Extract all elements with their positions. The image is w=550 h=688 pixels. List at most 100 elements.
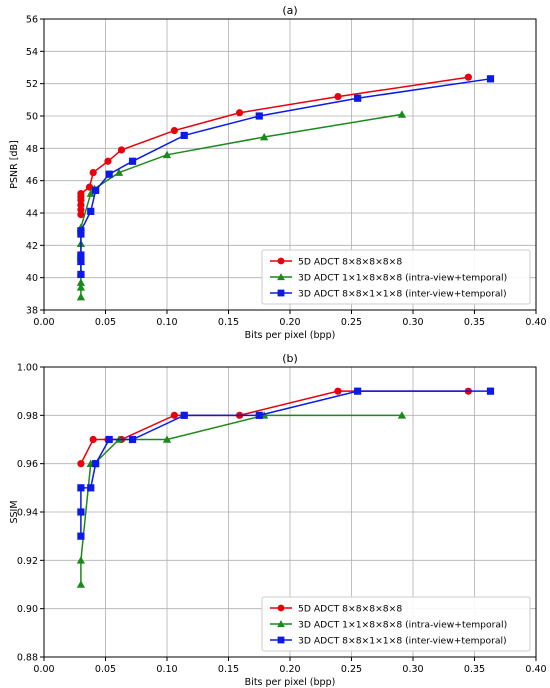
data-point-b-2-6 <box>128 435 137 444</box>
x-tick-label-a-8: 0.40 <box>525 317 546 328</box>
y-tick-label-b-5: 0.98 <box>17 411 38 422</box>
chart-title-a: (a) <box>282 4 297 17</box>
x-tick-label-b-2: 0.10 <box>156 664 177 675</box>
legend-marker-a-0 <box>277 257 285 265</box>
x-tick-label-a-4: 0.20 <box>279 317 300 328</box>
data-point-a-2-10 <box>180 131 188 139</box>
legend-marker-b-2 <box>277 636 285 644</box>
data-point-a-2-8 <box>105 170 113 178</box>
x-tick-label-b-0: 0.00 <box>33 664 54 675</box>
y-axis-label-a: PSNR [dB] <box>9 140 20 188</box>
data-point-a-2-6 <box>87 207 95 215</box>
series-line-b-0 <box>80 390 469 465</box>
x-axis-label-a: Bits per pixel (bpp) <box>245 330 336 341</box>
legend-marker-b-1 <box>277 620 285 628</box>
x-tick-label-b-4: 0.20 <box>279 664 300 675</box>
data-point-a-1-1 <box>76 283 86 291</box>
x-tick-label-b-7: 0.35 <box>464 664 485 675</box>
y-tick-label-a-1: 40 <box>26 273 38 284</box>
data-point-a-2-5 <box>77 227 85 235</box>
data-point-b-2-9 <box>354 387 362 395</box>
data-point-a-0-11 <box>235 109 244 117</box>
data-point-a-1-11 <box>260 132 269 141</box>
y-tick-label-b-0: 0.88 <box>17 653 38 664</box>
data-point-b-2-8 <box>255 411 263 419</box>
data-point-a-1-10 <box>162 150 172 159</box>
data-point-b-1-0 <box>76 580 86 588</box>
series-line-b-1 <box>80 414 402 585</box>
y-tick-label-b-4: 0.96 <box>17 459 38 470</box>
x-tick-label-b-6: 0.30 <box>402 664 423 675</box>
y-axis-label-b: SSIM <box>9 500 20 523</box>
legend-marker-a-2 <box>277 289 285 297</box>
data-point-a-0-9 <box>117 146 126 154</box>
legend-label-a-1: 3D ADCT 1×1×8×8×8 (intra-view+temporal) <box>298 273 507 284</box>
data-point-b-0-1 <box>89 435 97 444</box>
y-tick-label-a-4: 46 <box>26 176 38 187</box>
data-point-a-1-7 <box>86 189 95 197</box>
legend-marker-b-0 <box>277 604 285 612</box>
data-point-a-2-0 <box>77 270 85 279</box>
x-tick-label-a-7: 0.35 <box>464 317 485 328</box>
x-tick-label-b-5: 0.25 <box>341 664 362 675</box>
y-tick-label-b-1: 0.90 <box>17 604 38 615</box>
data-point-a-1-12 <box>397 110 407 118</box>
y-tick-label-a-6: 50 <box>26 112 38 123</box>
data-point-b-2-7 <box>180 411 188 419</box>
chart-panel-b: 0.00 0.05 0.10 0.15 0.20 0.25 0.30 0.35 0.40 0.88… <box>9 352 547 688</box>
data-point-b-2-3 <box>87 484 95 492</box>
legend-label-b-2: 3D ADCT 8×8×1×1×8 (inter-view+temporal) <box>298 636 507 647</box>
chart-panel-a: 0.00 0.05 0.10 0.15 0.20 0.25 0.30 0.35 0.40 38 40… <box>9 4 547 341</box>
legend-label-a-0: 5D ADCT 8×8×8×8×8 <box>298 257 402 268</box>
data-point-b-0-4 <box>170 411 178 419</box>
series-line-a-0 <box>80 76 469 215</box>
x-tick-label-a-6: 0.30 <box>402 317 423 328</box>
data-point-a-2-7 <box>92 186 100 194</box>
x-axis-label-b: Bits per pixel (bpp) <box>245 677 336 688</box>
data-point-a-0-13 <box>464 73 472 81</box>
y-tick-label-a-0: 38 <box>26 306 38 317</box>
x-tick-label-a-0: 0.00 <box>33 317 54 328</box>
data-point-a-2-3 <box>77 251 85 259</box>
x-tick-label-a-1: 0.05 <box>95 317 116 328</box>
x-tick-label-b-1: 0.05 <box>95 664 116 675</box>
data-point-a-0-5 <box>77 190 85 198</box>
y-tick-label-a-8: 54 <box>26 47 38 58</box>
data-point-b-2-1 <box>77 508 85 516</box>
data-point-a-2-9 <box>128 157 137 165</box>
y-tick-label-a-5: 48 <box>26 144 38 155</box>
data-point-b-0-6 <box>334 387 342 395</box>
y-tick-label-b-2: 0.92 <box>17 556 38 567</box>
data-point-a-2-13 <box>486 75 495 83</box>
legend-marker-a-1 <box>277 273 285 281</box>
data-point-a-0-12 <box>334 93 342 101</box>
y-tick-label-a-7: 52 <box>26 79 38 90</box>
data-point-a-2-11 <box>255 112 263 120</box>
y-tick-label-a-3: 44 <box>26 209 38 220</box>
y-tick-label-a-9: 56 <box>26 15 38 26</box>
data-point-a-0-10 <box>170 126 178 135</box>
data-point-b-1-1 <box>76 556 86 564</box>
legend-label-a-2: 3D ADCT 8×8×1×1×8 (inter-view+temporal) <box>298 289 507 300</box>
data-point-b-1-7 <box>397 411 407 419</box>
data-point-a-0-8 <box>104 157 112 165</box>
data-point-a-2-12 <box>354 94 362 102</box>
x-tick-label-a-2: 0.10 <box>156 317 177 328</box>
data-point-b-2-4 <box>92 460 100 468</box>
legend-label-b-0: 5D ADCT 8×8×8×8×8 <box>298 604 402 615</box>
x-tick-label-b-3: 0.15 <box>218 664 239 675</box>
data-point-a-1-2 <box>76 278 86 286</box>
y-tick-label-b-6: 1.00 <box>17 363 38 374</box>
x-tick-label-a-5: 0.25 <box>341 317 362 328</box>
data-point-b-1-5 <box>162 435 172 443</box>
data-point-a-1-0 <box>76 292 86 301</box>
data-point-a-0-7 <box>89 168 97 177</box>
data-point-b-2-0 <box>77 532 85 540</box>
legend-box-a <box>261 249 531 305</box>
data-point-a-1-9 <box>114 168 124 176</box>
y-tick-label-a-2: 42 <box>26 241 38 252</box>
legend-box-b <box>261 596 531 652</box>
x-tick-label-b-8: 0.40 <box>525 664 546 675</box>
data-point-b-2-5 <box>105 435 113 444</box>
